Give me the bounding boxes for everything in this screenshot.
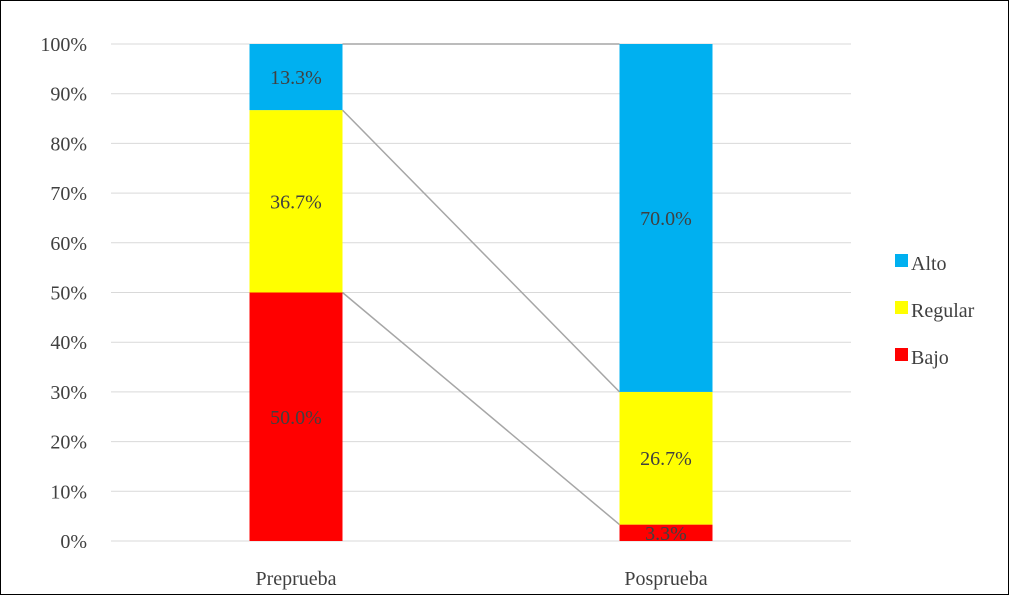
y-tick-label: 90%: [50, 84, 87, 106]
series-lines: [341, 43, 621, 526]
axes: 0% 10% 20% 30% 40% 50% 60% 70% 80% 90% 100% Preprue…: [40, 34, 707, 590]
bar-segment-regular: [249, 110, 343, 293]
legend: Alto Regular Bajo: [895, 253, 975, 369]
x-tick-label: Preprueba: [255, 568, 336, 590]
bar-segment-alto: [249, 44, 343, 111]
bar-segment-bajo: [249, 292, 343, 541]
y-tick-label: 20%: [50, 432, 87, 454]
bar-segment-alto: [619, 44, 713, 392]
bar-segment-regular: [619, 391, 713, 525]
legend-label-alto: Alto: [911, 253, 947, 275]
y-tick-label: 80%: [50, 133, 87, 155]
y-tick-label: 40%: [50, 332, 87, 354]
legend-label-bajo: Bajo: [911, 347, 949, 369]
legend-swatch-regular: [895, 301, 908, 314]
x-tick-label: Posprueba: [624, 568, 707, 590]
data-label-alto: 13.3%: [270, 67, 322, 89]
gridlines: [111, 43, 851, 542]
series-line: [341, 109, 621, 393]
y-tick-label: 100%: [40, 34, 87, 56]
data-label-alto: 70.0%: [640, 208, 692, 230]
data-label-bajo: 50.0%: [270, 407, 322, 429]
data-label-regular: 36.7%: [270, 191, 322, 213]
legend-label-regular: Regular: [911, 300, 975, 322]
data-label-regular: 26.7%: [640, 448, 692, 470]
y-tick-label: 30%: [50, 382, 87, 404]
data-label-bajo: 3.3%: [645, 523, 687, 545]
legend-swatch-alto: [895, 254, 908, 267]
bar-segment-bajo: [619, 524, 713, 541]
legend-swatch-bajo: [895, 348, 908, 361]
y-tick-label: 70%: [50, 183, 87, 205]
data-labels: 50.0% 36.7% 13.3% 3.3% 26.7% 70.0%: [270, 67, 692, 545]
y-tick-label: 10%: [50, 481, 87, 503]
bars: [249, 44, 713, 541]
y-tick-label: 50%: [50, 283, 87, 305]
y-tick-label: 0%: [60, 531, 87, 553]
y-tick-label: 60%: [50, 233, 87, 255]
series-line: [342, 291, 620, 526]
